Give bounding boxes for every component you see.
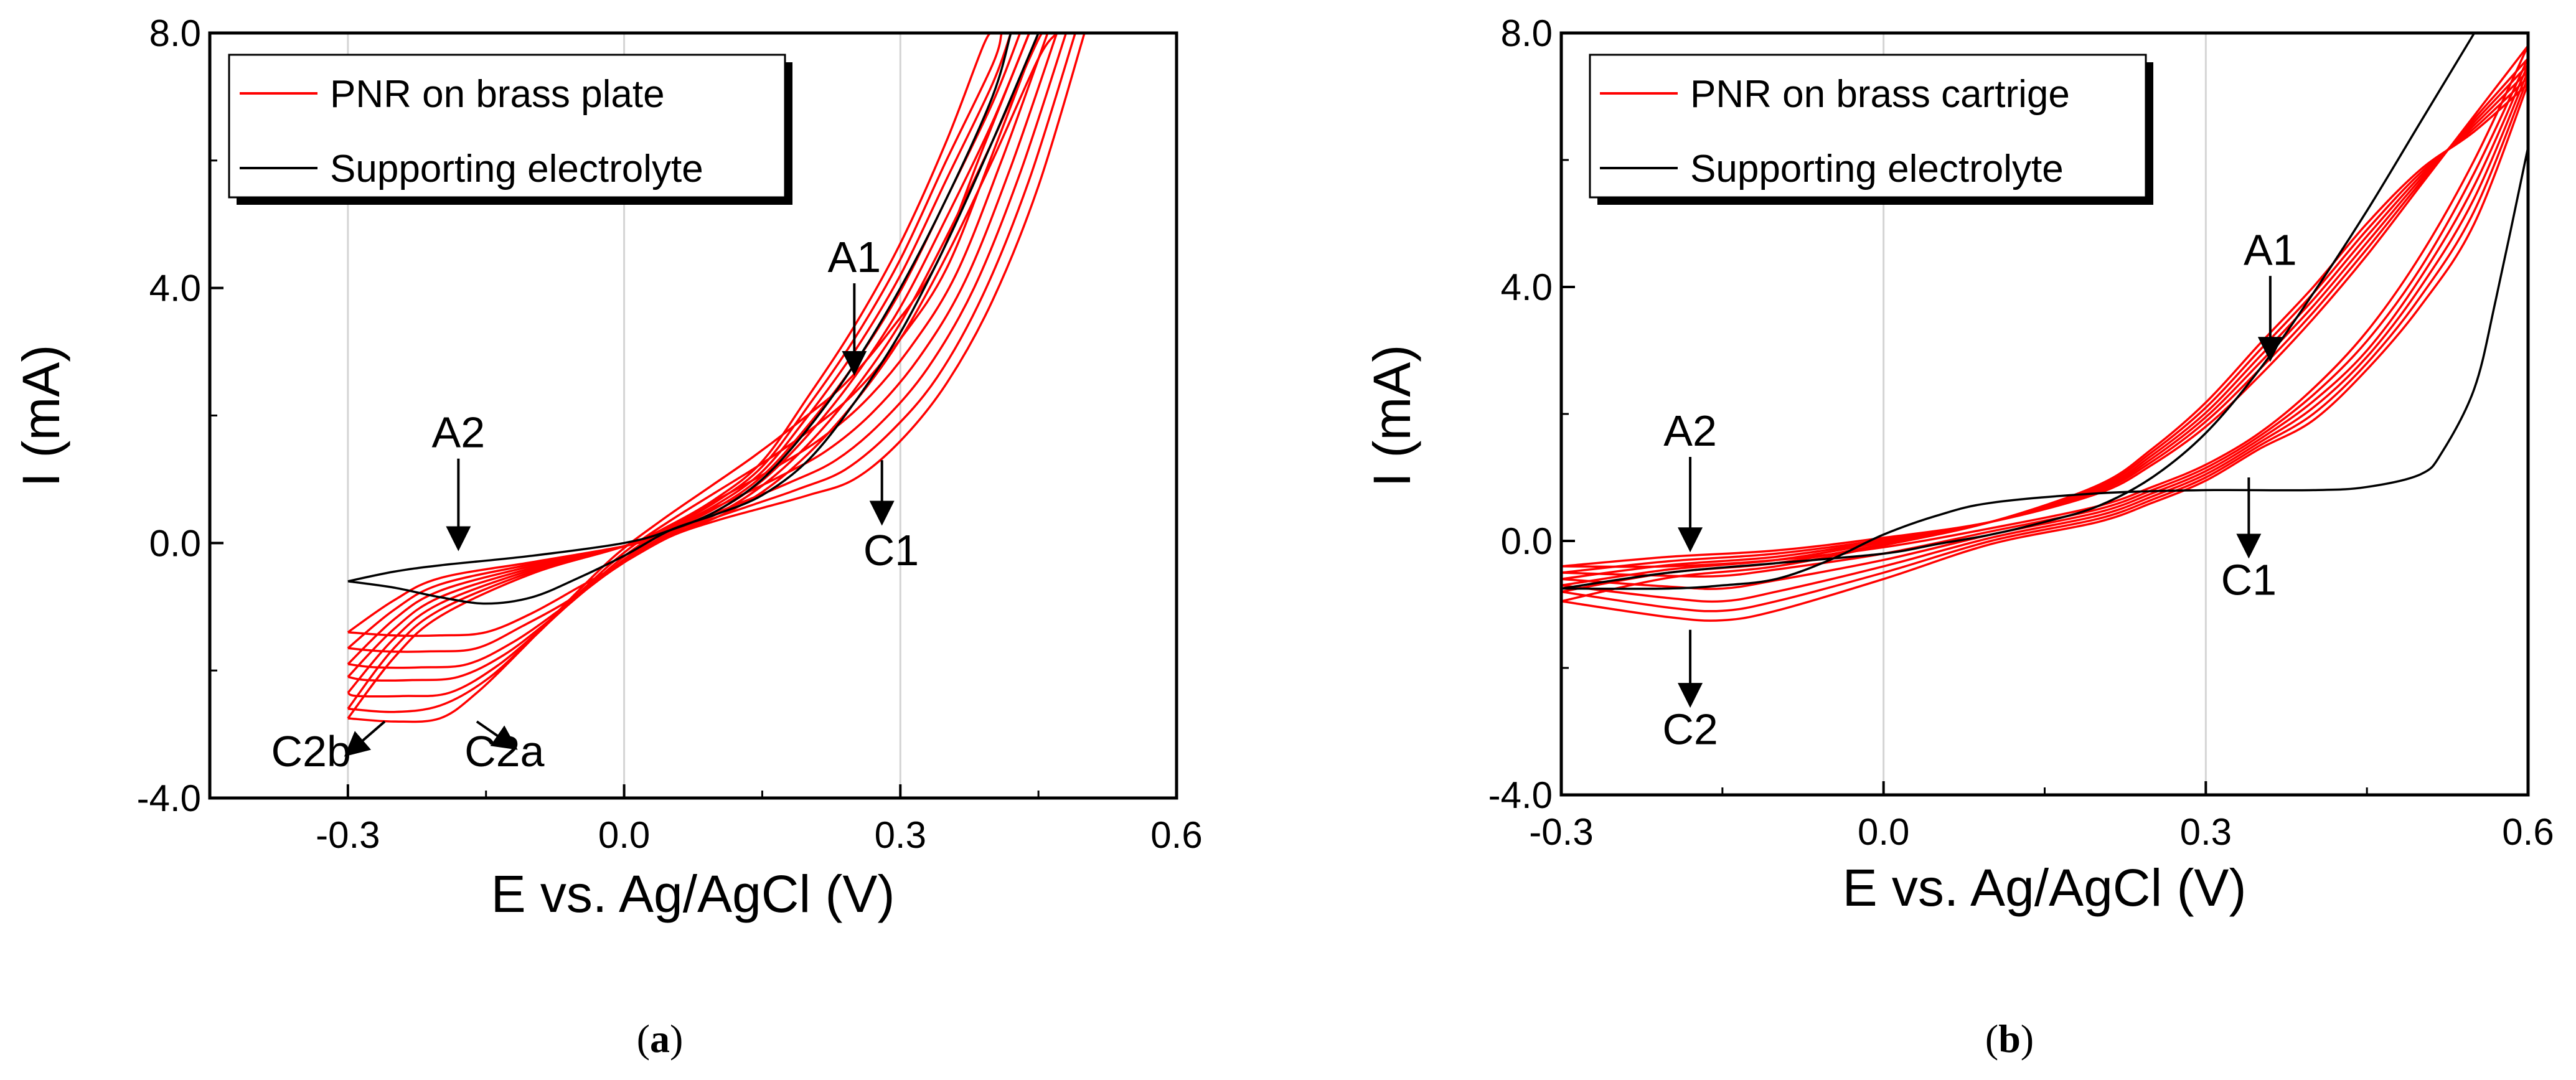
annotation-c2a-a: C2a <box>464 727 544 776</box>
x-tick-label-a-0: -0.3 <box>316 814 380 856</box>
x-tick-label-b-0: -0.3 <box>1529 811 1593 853</box>
annotation-arrow-c2b-a <box>344 720 386 757</box>
caption-b-close: ) <box>2021 1017 2034 1061</box>
annotation-a1-b: A1 <box>2244 225 2297 274</box>
legend-label-pnr-a: PNR on brass plate <box>330 73 665 116</box>
pnr-cycle-a-6-anodic <box>347 33 1003 710</box>
pnr-cycle-b-3-cathodic <box>1561 64 2528 590</box>
legend-label-electrolyte-a: Supporting electrolyte <box>330 148 703 190</box>
annotation-c1-a: C1 <box>863 526 919 575</box>
annotations-a: A1 A2 C1 C2b C2a <box>271 233 919 776</box>
electrolyte-curve-a-cathodic <box>347 33 1040 605</box>
y-axis-title-a: I (mA) <box>12 345 70 487</box>
electrolyte-curve-b-cathodic <box>1561 147 2528 590</box>
chart-panel-a: -0.3 0.0 0.3 0.6 -4.0 0.0 4.0 8.0 E vs. Ag/AgCl… <box>12 12 1203 923</box>
caption-a-close: ) <box>670 1017 683 1061</box>
pnr-cycle-a-3-cathodic <box>347 33 1068 669</box>
y-tick-label-b-2: 4.0 <box>1501 266 1553 308</box>
y-axis-title-b: I (mA) <box>1363 345 1421 487</box>
legend-label-electrolyte-b: Supporting electrolyte <box>1690 148 2064 190</box>
annotation-a2-b: A2 <box>1663 406 1717 455</box>
y-tick-label-a-1: 0.0 <box>149 522 201 564</box>
legend-b: PNR on brass cartrige Supporting electro… <box>1589 54 2153 205</box>
y-tick-label-b-3: 8.0 <box>1501 12 1553 54</box>
plot-area-a <box>347 33 1086 723</box>
annotation-c1-b: C1 <box>2221 556 2277 604</box>
caption-b: (b) <box>1985 1017 2034 1061</box>
plot-area-b <box>1561 33 2528 622</box>
legend-label-pnr-b: PNR on brass cartrige <box>1690 73 2070 116</box>
y-tick-label-a-2: 4.0 <box>149 268 201 309</box>
y-tick-label-b-0: -4.0 <box>1488 774 1553 816</box>
y-tick-label-b-1: 0.0 <box>1501 520 1553 562</box>
x-tick-label-b-2: 0.3 <box>2180 811 2232 853</box>
pnr-cycle-b-2-anodic <box>1561 57 2528 574</box>
annotation-a2-a: A2 <box>432 408 486 457</box>
pnr-cycle-a-1-cathodic <box>347 33 1086 637</box>
pnr-cycle-a-2-cathodic <box>347 33 1076 653</box>
annotation-a1-a: A1 <box>828 233 881 281</box>
caption-a-label: a <box>650 1017 670 1061</box>
annotations-b: A1 A2 C1 C2 <box>1662 225 2296 753</box>
chart-panel-b: -0.3 0.0 0.3 0.6 -4.0 0.0 4.0 8.0 E vs. Ag/AgCl… <box>1363 12 2554 917</box>
pnr-cycle-b-4-cathodic <box>1561 70 2528 603</box>
x-tick-label-a-2: 0.3 <box>875 814 926 856</box>
x-axis-title-b: E vs. Ag/AgCl (V) <box>1843 858 2247 917</box>
x-tick-label-a-3: 0.6 <box>1150 814 1202 856</box>
axis-ticks-a: -0.3 0.0 0.3 0.6 -4.0 0.0 4.0 8.0 <box>137 12 1203 856</box>
y-tick-label-a-3: 8.0 <box>149 12 201 54</box>
pnr-cycle-b-6-anodic <box>1561 83 2528 603</box>
x-axis-title-a: E vs. Ag/AgCl (V) <box>491 865 895 923</box>
pnr-cycle-b-1-anodic <box>1561 45 2528 568</box>
caption-b-open: ( <box>1985 1017 1998 1061</box>
pnr-cycle-b-6-cathodic <box>1561 83 2528 622</box>
electrolyte-curve-b-anodic <box>1561 33 2476 590</box>
caption-a: (a) <box>637 1017 684 1061</box>
pnr-cycle-b-4-anodic <box>1561 70 2528 587</box>
legend-a: PNR on brass plate Supporting electrolyt… <box>228 54 792 205</box>
pnr-cycle-a-5-cathodic <box>347 33 1049 698</box>
legend-box-b <box>1589 54 2147 199</box>
pnr-cycle-b-3-anodic <box>1561 63 2528 580</box>
caption-b-label: b <box>1998 1017 2021 1061</box>
pnr-cycle-b-5-cathodic <box>1561 77 2528 613</box>
x-tick-label-b-1: 0.0 <box>1858 811 1909 853</box>
y-tick-label-a-0: -4.0 <box>137 777 201 819</box>
x-tick-label-a-1: 0.0 <box>598 814 650 856</box>
pnr-cycle-a-5-anodic <box>347 33 1012 694</box>
x-tick-label-b-3: 0.6 <box>2502 811 2554 853</box>
legend-box-a <box>228 54 786 199</box>
annotation-arrow-c2a-a <box>476 720 518 750</box>
pnr-cycle-a-6-cathodic <box>347 33 1040 713</box>
caption-a-open: ( <box>637 1017 650 1061</box>
axis-ticks-b: -0.3 0.0 0.3 0.6 -4.0 0.0 4.0 8.0 <box>1488 12 2554 853</box>
electrolyte-curve-a-anodic <box>347 33 1012 583</box>
annotation-c2-b: C2 <box>1662 705 1718 753</box>
annotation-c2b-a: C2b <box>271 727 350 776</box>
pnr-cycle-a-7-anodic <box>347 33 994 720</box>
